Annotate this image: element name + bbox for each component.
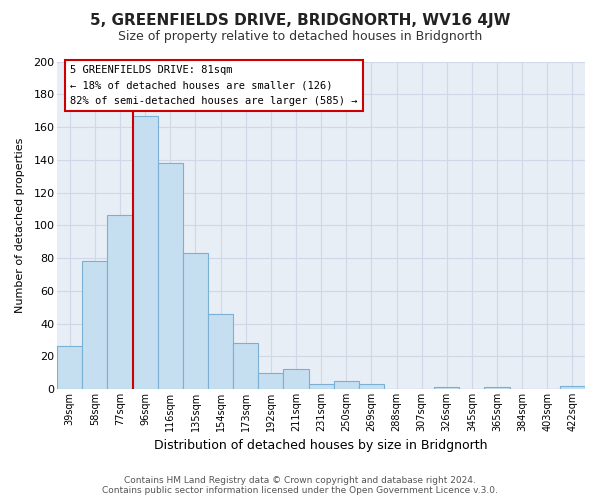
- X-axis label: Distribution of detached houses by size in Bridgnorth: Distribution of detached houses by size …: [154, 440, 488, 452]
- Bar: [183, 253, 208, 389]
- Bar: [57, 346, 82, 389]
- Bar: [208, 314, 233, 389]
- Text: Size of property relative to detached houses in Bridgnorth: Size of property relative to detached ho…: [118, 30, 482, 43]
- Bar: [484, 388, 509, 389]
- Bar: [107, 216, 133, 389]
- Bar: [334, 381, 359, 389]
- Bar: [133, 116, 158, 389]
- Text: 5, GREENFIELDS DRIVE, BRIDGNORTH, WV16 4JW: 5, GREENFIELDS DRIVE, BRIDGNORTH, WV16 4…: [90, 12, 510, 28]
- Text: 5 GREENFIELDS DRIVE: 81sqm
← 18% of detached houses are smaller (126)
82% of sem: 5 GREENFIELDS DRIVE: 81sqm ← 18% of deta…: [70, 65, 358, 106]
- Bar: [359, 384, 384, 389]
- Bar: [560, 386, 585, 389]
- Text: Contains HM Land Registry data © Crown copyright and database right 2024.: Contains HM Land Registry data © Crown c…: [124, 476, 476, 485]
- Bar: [233, 343, 258, 389]
- Bar: [158, 163, 183, 389]
- Bar: [308, 384, 334, 389]
- Bar: [283, 370, 308, 389]
- Y-axis label: Number of detached properties: Number of detached properties: [15, 138, 25, 313]
- Bar: [82, 262, 107, 389]
- Bar: [434, 388, 460, 389]
- Bar: [258, 372, 283, 389]
- Text: Contains public sector information licensed under the Open Government Licence v.: Contains public sector information licen…: [102, 486, 498, 495]
